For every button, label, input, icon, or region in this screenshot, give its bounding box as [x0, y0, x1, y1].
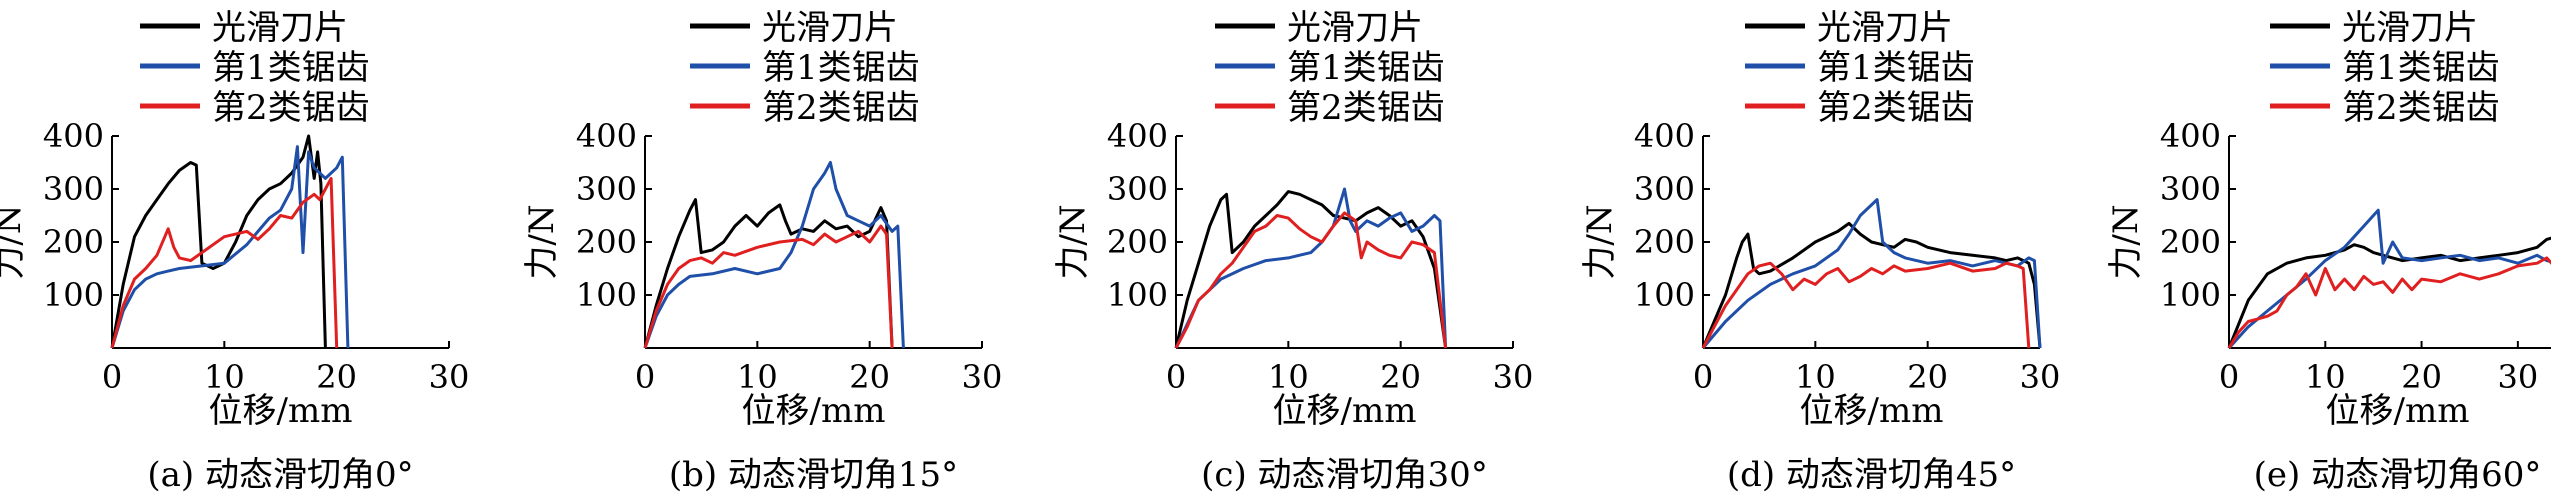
x-tick-label: 0 — [1693, 358, 1713, 396]
y-tick-label: 100 — [43, 276, 104, 314]
legend-label: 第2类锯齿 — [762, 88, 920, 128]
series-line — [2227, 256, 2551, 349]
y-tick-label: 100 — [1634, 276, 1695, 314]
series-line — [643, 161, 905, 349]
x-tick-label: 30 — [2020, 358, 2061, 396]
series-line — [1174, 187, 1448, 349]
legend-label: 第2类锯齿 — [212, 88, 370, 128]
x-tick-label: 10 — [2305, 358, 2346, 396]
x-tick-label: 30 — [2497, 358, 2538, 396]
x-axis-label: 位移/mm — [1273, 391, 1417, 431]
x-tick-label: 10 — [1795, 358, 1836, 396]
legend-label: 第1类锯齿 — [2342, 48, 2500, 88]
y-tick-label: 300 — [2160, 170, 2221, 208]
legend-label: 第1类锯齿 — [762, 48, 920, 88]
series-line — [643, 198, 894, 349]
y-axis-label: 力/N — [1580, 204, 1620, 279]
x-axis-label: 位移/mm — [742, 391, 886, 431]
y-tick-label: 300 — [576, 170, 637, 208]
y-tick-label: 400 — [43, 117, 104, 155]
series-line — [1174, 190, 1448, 349]
x-tick-label: 20 — [316, 358, 357, 396]
y-tick-label: 200 — [2160, 223, 2221, 261]
x-axis-label: 位移/mm — [1800, 391, 1944, 431]
y-tick-label: 200 — [43, 223, 104, 261]
y-tick-label: 300 — [1107, 170, 1168, 208]
legend-label: 第2类锯齿 — [2342, 88, 2500, 128]
x-tick-label: 0 — [1166, 358, 1186, 396]
legend-label: 第1类锯齿 — [1817, 48, 1975, 88]
x-tick-label: 10 — [737, 358, 778, 396]
legend-label: 第2类锯齿 — [1287, 88, 1445, 128]
y-tick-label: 200 — [1634, 223, 1695, 261]
legend-label: 光滑刀片 — [1817, 8, 1953, 48]
panel-caption: (e) 动态滑切角60° — [2254, 455, 2542, 495]
legend-label: 第1类锯齿 — [1287, 48, 1445, 88]
legend-label: 光滑刀片 — [762, 8, 898, 48]
y-tick-label: 300 — [43, 170, 104, 208]
series-line — [2227, 236, 2551, 349]
series-line — [110, 145, 350, 349]
x-tick-label: 30 — [429, 358, 470, 396]
x-tick-label: 20 — [1907, 358, 1948, 396]
x-axis-label: 位移/mm — [2326, 391, 2470, 431]
legend-label: 光滑刀片 — [212, 8, 348, 48]
x-tick-label: 0 — [2219, 358, 2239, 396]
y-axis-label: 力/N — [2106, 204, 2146, 279]
x-tick-label: 20 — [1380, 358, 1421, 396]
y-tick-label: 200 — [1107, 223, 1168, 261]
y-tick-label: 400 — [576, 117, 637, 155]
legend-label: 第1类锯齿 — [212, 48, 370, 88]
legend-label: 光滑刀片 — [2342, 8, 2478, 48]
panel-caption: (c) 动态滑切角30° — [1201, 455, 1488, 495]
x-tick-label: 30 — [1493, 358, 1534, 396]
x-tick-label: 20 — [2401, 358, 2442, 396]
series-line — [110, 134, 327, 349]
y-tick-label: 400 — [1634, 117, 1695, 155]
panel-caption: (b) 动态滑切角15° — [669, 455, 958, 495]
legend-label: 光滑刀片 — [1287, 8, 1423, 48]
panel-caption: (a) 动态滑切角0° — [147, 455, 413, 495]
x-tick-label: 30 — [962, 358, 1003, 396]
series-line — [1701, 198, 2042, 349]
series-line — [1701, 261, 2031, 349]
panel-caption: (d) 动态滑切角45° — [1727, 455, 2016, 495]
series-line — [643, 224, 894, 349]
y-tick-label: 100 — [2160, 276, 2221, 314]
series-line — [110, 176, 339, 349]
y-axis-label: 力/N — [0, 204, 29, 279]
x-tick-label: 20 — [849, 358, 890, 396]
y-tick-label: 200 — [576, 223, 637, 261]
y-axis-label: 力/N — [1053, 204, 1093, 279]
series-line — [1174, 211, 1448, 349]
legend-label: 第2类锯齿 — [1817, 88, 1975, 128]
x-tick-label: 10 — [1268, 358, 1309, 396]
x-tick-label: 0 — [102, 358, 122, 396]
x-axis-label: 位移/mm — [209, 391, 353, 431]
series-line — [2227, 208, 2551, 350]
y-tick-label: 100 — [576, 276, 637, 314]
y-tick-label: 400 — [2160, 117, 2221, 155]
x-tick-label: 0 — [635, 358, 655, 396]
y-tick-label: 300 — [1634, 170, 1695, 208]
series-line — [1701, 221, 2042, 349]
x-tick-label: 10 — [204, 358, 245, 396]
y-axis-label: 力/N — [522, 204, 562, 279]
y-tick-label: 400 — [1107, 117, 1168, 155]
y-tick-label: 100 — [1107, 276, 1168, 314]
